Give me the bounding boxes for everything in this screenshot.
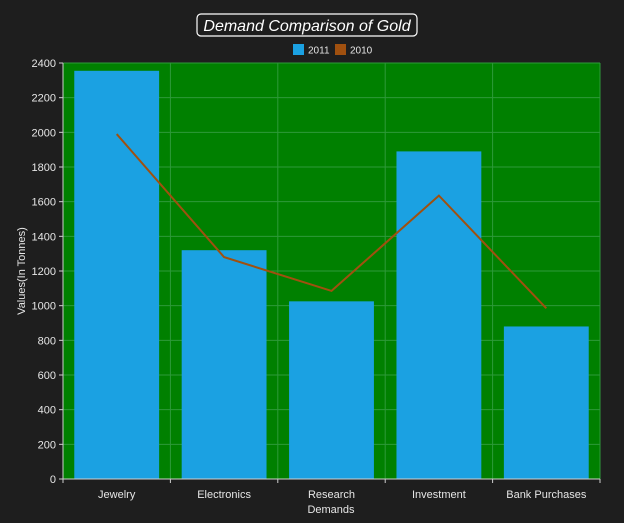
y-tick-label: 1200 — [32, 266, 56, 278]
chart-title-group: Demand Comparison of Gold — [196, 13, 418, 37]
x-tick-label: Investment — [412, 489, 466, 501]
bar-bank-purchases[interactable] — [503, 326, 589, 479]
x-tick-label: Electronics — [197, 489, 251, 501]
bar-jewelry[interactable] — [74, 70, 160, 480]
y-tick-label: 2000 — [32, 127, 56, 139]
y-tick-label: 1600 — [32, 197, 56, 209]
legend-label-2010: 2010 — [350, 46, 373, 57]
x-axis-ticks: Jewelry Electronics Research Investment Bank… — [62, 479, 601, 501]
y-tick-label: 0 — [50, 474, 56, 486]
x-tick-label: Bank Purchases — [506, 489, 587, 501]
bar-investment[interactable] — [396, 151, 482, 479]
legend-swatch-2011 — [293, 44, 304, 55]
y-tick-label: 1800 — [32, 162, 56, 174]
legend-swatch-2010 — [335, 44, 346, 55]
bar-research[interactable] — [289, 301, 374, 479]
x-tick-label: Jewelry — [98, 489, 136, 501]
y-tick-label: 2400 — [32, 58, 56, 70]
y-tick-label: 200 — [38, 439, 56, 451]
bar-electronics[interactable] — [181, 250, 267, 479]
y-axis-title: Values(In Tonnes) — [16, 227, 28, 315]
x-tick-label: Research — [308, 489, 355, 501]
bar-series-2011 — [74, 70, 589, 480]
y-tick-label: 1000 — [32, 301, 56, 313]
chart-title: Demand Comparison of Gold — [203, 18, 411, 35]
chart-legend: 2011 2010 — [293, 44, 373, 57]
x-axis-title: Demands — [307, 504, 355, 516]
y-tick-label: 1400 — [32, 231, 56, 243]
chart-title-box — [196, 13, 418, 37]
y-tick-label: 600 — [38, 370, 56, 382]
y-tick-label: 800 — [38, 335, 56, 347]
y-tick-label: 2200 — [32, 93, 56, 105]
y-tick-label: 400 — [38, 405, 56, 417]
legend-label-2011: 2011 — [308, 46, 330, 57]
line-series-2010 — [115, 133, 548, 309]
y-axis-ticks: 0 200 400 600 800 1000 1200 1400 1600 1800 2000 220… — [32, 58, 63, 486]
